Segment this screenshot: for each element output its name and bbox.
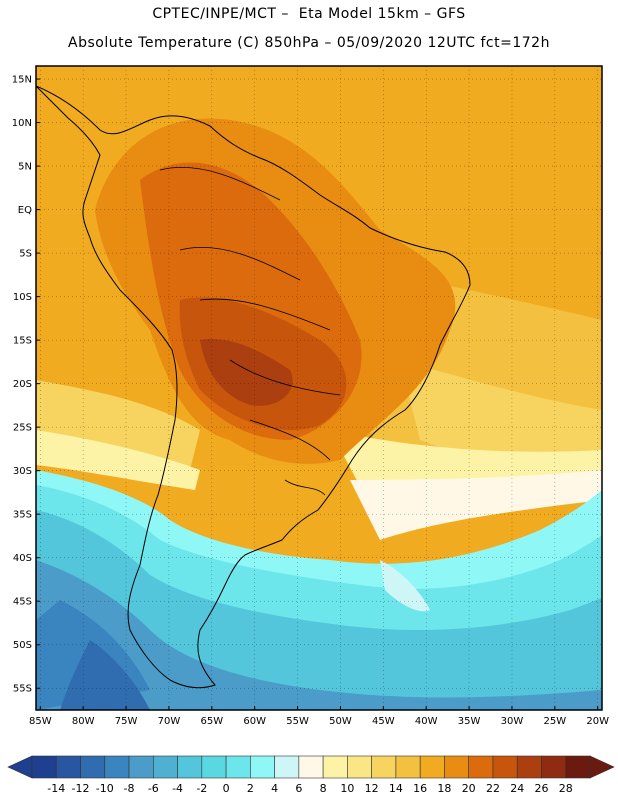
- colorbar-right-arrow: [589, 755, 615, 779]
- latitude-label: 40S: [13, 553, 32, 564]
- field-pale-patch: [380, 560, 430, 612]
- colorbar-swatch: [104, 755, 130, 779]
- colorbar-swatch: [31, 755, 57, 779]
- colorbar-left-arrow: [7, 755, 33, 779]
- latitude-label: 25S: [13, 423, 32, 434]
- colorbar-label: 6: [295, 782, 302, 795]
- colorbar-swatch: [298, 755, 324, 779]
- colorbar-swatch: [177, 755, 203, 779]
- longitude-label: 35W: [458, 716, 481, 727]
- longitude-tick-labels: 85W 80W 75W 70W 65W 60W 55W 50W 45W 40W 35W 30W 25W 2…: [29, 706, 609, 727]
- colorbar-label: 12: [365, 782, 379, 795]
- colorbar-label: -6: [148, 782, 159, 795]
- longitude-label: 80W: [72, 716, 95, 727]
- field-land-hottest: [200, 339, 293, 406]
- latitude-label: 5S: [19, 249, 32, 260]
- colorbar-label: 22: [486, 782, 500, 795]
- colorbar-label: 8: [320, 782, 327, 795]
- colorbar-label: -2: [196, 782, 207, 795]
- latitude-label: 45S: [13, 597, 32, 608]
- colorbar-swatch: [274, 755, 300, 779]
- colorbar-label: 2: [247, 782, 254, 795]
- colorbar-swatch: [444, 755, 469, 779]
- colorbar-swatch: [201, 755, 227, 779]
- colorbar-label: 24: [510, 782, 524, 795]
- colorbar-swatch: [80, 755, 106, 779]
- longitude-label: 45W: [372, 716, 395, 727]
- colorbar-swatch: [153, 755, 178, 779]
- colorbar-label: 16: [413, 782, 427, 795]
- colorbar-swatch: [419, 755, 445, 779]
- chart-title-line-1: CPTEC/INPE/MCT – Eta Model 15km – GFS: [152, 6, 466, 22]
- latitude-label: 30S: [13, 466, 32, 477]
- colorbar-swatch: [516, 755, 542, 779]
- coastline: [36, 85, 471, 689]
- colorbar-label: -4: [172, 782, 183, 795]
- longitude-label: 60W: [243, 716, 266, 727]
- latitude-label: 50S: [13, 640, 32, 651]
- longitude-label: 25W: [544, 716, 567, 727]
- latitude-label: 15N: [12, 75, 32, 86]
- latitude-tick-labels: 15N 10N 5N EQ 5S 10S 15S 20S 25S 30S 35S 40S 45S 50S 5…: [12, 75, 40, 695]
- colorbar-label: -12: [72, 782, 90, 795]
- colorbar-label: 18: [437, 782, 451, 795]
- longitude-label: 85W: [29, 716, 52, 727]
- latitude-label: 55S: [13, 684, 32, 695]
- longitude-label: 50W: [329, 716, 352, 727]
- colorbar-swatch: [128, 755, 154, 779]
- colorbar-swatch: [225, 755, 251, 779]
- longitude-label: 55W: [286, 716, 309, 727]
- longitude-label: 20W: [586, 716, 609, 727]
- colorbar-label: -10: [96, 782, 114, 795]
- map-frame: [35, 65, 603, 711]
- colorbar-swatch: [347, 755, 372, 779]
- colorbar-swatch: [565, 755, 591, 779]
- field-cold-south: [36, 560, 602, 710]
- field-pale-pacific: [36, 430, 200, 490]
- colorbar-label: -14: [47, 782, 65, 795]
- longitude-label: 65W: [200, 716, 223, 727]
- colorbar-swatch: [492, 755, 518, 779]
- colorbar: [7, 755, 615, 779]
- latitude-label: 15S: [13, 336, 32, 347]
- colorbar-label: 14: [389, 782, 403, 795]
- colorbar-label: 10: [340, 782, 354, 795]
- colorbar-label: -8: [124, 782, 135, 795]
- colorbar-swatch: [468, 755, 494, 779]
- colorbar-label: 0: [223, 782, 230, 795]
- latitude-label: 5N: [18, 162, 32, 173]
- latitude-label: EQ: [18, 205, 32, 216]
- longitude-label: 30W: [501, 716, 524, 727]
- latitude-label: 20S: [13, 379, 32, 390]
- temperature-field: [36, 66, 602, 710]
- colorbar-tick-labels: -14 -12 -10 -8 -6 -4 -2 0 2 4 6 8 10 12 14 16 18 20 22 24 26…: [47, 782, 572, 795]
- colorbar-swatch: [250, 755, 275, 779]
- field-coldest-core: [60, 640, 150, 710]
- chart-title-line-2: Absolute Temperature (C) 850hPa – 05/09/…: [68, 35, 550, 51]
- colorbar-swatch: [541, 755, 567, 779]
- colorbar-swatch: [395, 755, 421, 779]
- field-cream-atlantic: [350, 470, 602, 540]
- colorbar-label: 4: [271, 782, 278, 795]
- colorbar-swatch: [371, 755, 397, 779]
- longitude-label: 70W: [158, 716, 181, 727]
- longitude-label: 40W: [415, 716, 438, 727]
- field-yellow-ocean: [400, 360, 602, 467]
- latitude-label: 35S: [13, 510, 32, 521]
- grid-lines: [36, 66, 602, 710]
- colorbar-label: 20: [462, 782, 476, 795]
- colorbar-swatch: [55, 755, 81, 779]
- latitude-label: 10S: [13, 292, 32, 303]
- colorbar-swatch: [322, 755, 348, 779]
- colorbar-label: 26: [534, 782, 548, 795]
- latitude-label: 10N: [12, 118, 32, 129]
- longitude-label: 75W: [115, 716, 138, 727]
- colorbar-label: 28: [559, 782, 573, 795]
